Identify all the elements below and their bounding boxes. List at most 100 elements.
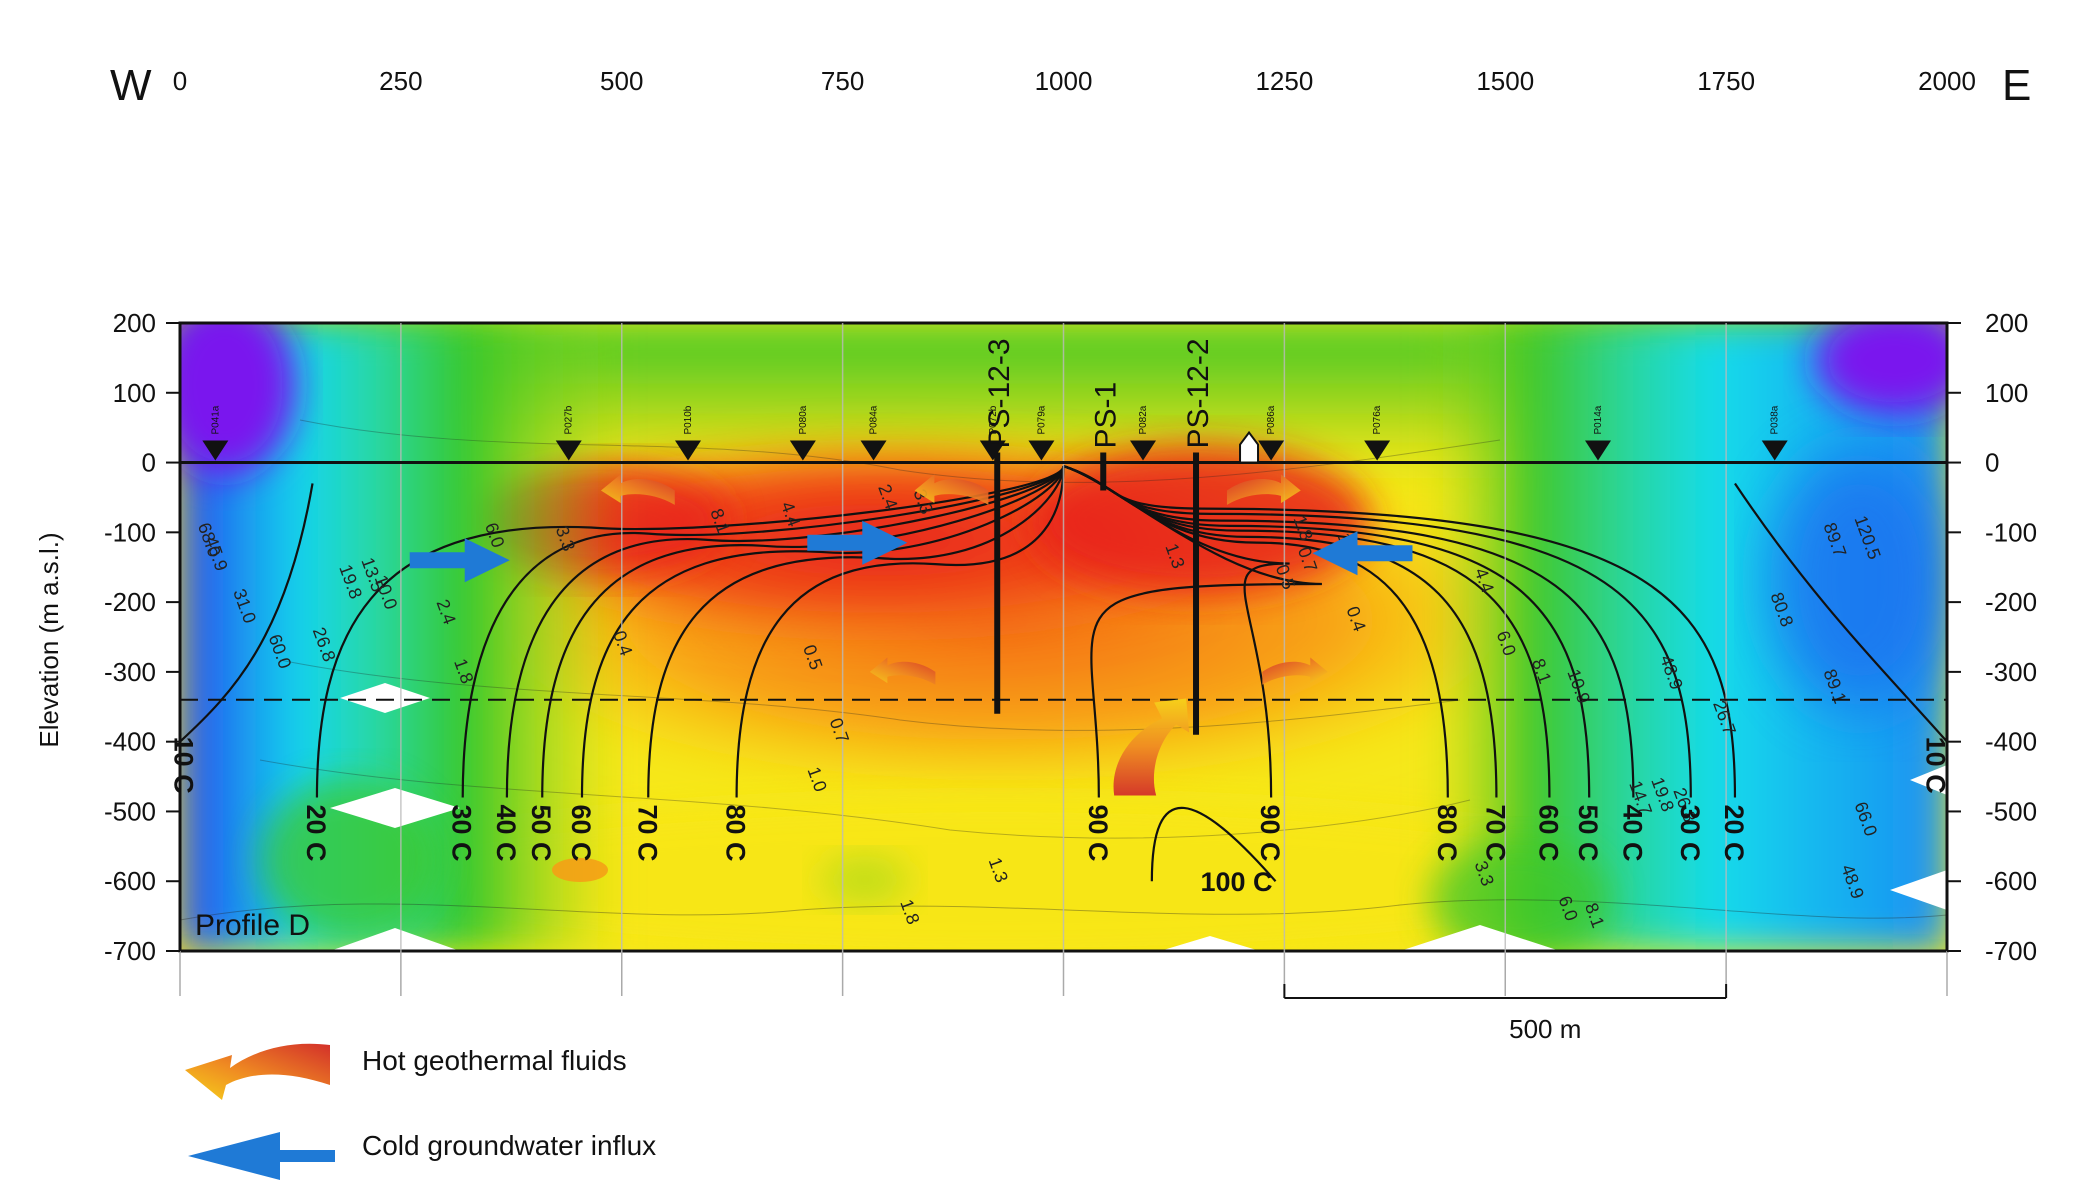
x-tick-label: 0: [173, 66, 187, 96]
station-label: P010b: [683, 405, 694, 434]
isotherm-label: 10 C: [1920, 737, 1950, 794]
station-label: P079a: [1036, 405, 1047, 434]
station-marker-icon: [1364, 440, 1391, 461]
x-tick-label: 1500: [1476, 66, 1534, 96]
isotherm-curve: [1063, 465, 1737, 798]
isotherm-label: 90 C: [1083, 804, 1113, 861]
isotherm-label: 30 C: [447, 804, 477, 861]
isotherm-lines: [180, 465, 1947, 882]
legend: Hot geothermal fluids Cold groundwater i…: [185, 1043, 656, 1180]
station-marker-icon: [555, 440, 582, 461]
x-tick-label: 2000: [1918, 66, 1976, 96]
y-tick-label-right: 0: [1985, 448, 1999, 478]
isotherm-label: 70 C: [1480, 804, 1510, 861]
y-tick-label-right: -200: [1985, 587, 2037, 617]
axes: 0 250 500 750 1000 1250 1500 1750 20002001000-10…: [104, 66, 2037, 996]
x-tick-label: 250: [379, 66, 422, 96]
hot-fluid-arrow-icon: [869, 657, 936, 685]
isotherm-curve: [647, 465, 1065, 798]
station-marker-icon: [202, 440, 229, 461]
y-tick-label-left: 100: [113, 378, 156, 408]
station-label: P038a: [1770, 405, 1781, 434]
isotherm-curve: [1150, 806, 1277, 882]
isotherm-curve: [735, 466, 1065, 798]
y-axis-title: Elevation (m a.s.l.): [34, 532, 64, 747]
isotherm-label: 70 C: [632, 804, 662, 861]
y-tick-label-left: -400: [104, 727, 156, 757]
scale-bar-label: 500 m: [1509, 1014, 1581, 1044]
borehole-label: PS-12-3: [983, 338, 1016, 448]
cold-water-arrow-icon: [807, 520, 908, 565]
station-marker-icon: [1258, 440, 1285, 461]
y-tick-label-left: -600: [104, 866, 156, 896]
hot-fluid-arrow-icon: [185, 1043, 330, 1100]
isotherm-label: 20 C: [1719, 804, 1749, 861]
isotherm-label: 100 C: [1200, 867, 1272, 897]
isotherm-label: 80 C: [1432, 804, 1462, 861]
station-label: P082a: [1138, 405, 1149, 434]
cold-water-arrow-icon: [188, 1132, 335, 1180]
station-marker-icon: [979, 440, 1006, 461]
survey-stations: P041a P027b P010b P080a P084a P072b P079a P082a…: [202, 405, 1788, 464]
station-label: P086a: [1266, 405, 1277, 434]
isotherm-curve: [1734, 482, 1947, 743]
hot-fluid-arrow-icon: [914, 474, 989, 505]
y-tick-label-right: -600: [1985, 866, 2037, 896]
y-tick-label-right: -500: [1985, 796, 2037, 826]
y-tick-label-right: -300: [1985, 657, 2037, 687]
y-tick-label-right: -100: [1985, 517, 2037, 547]
x-tick-label: 750: [821, 66, 864, 96]
cold-water-arrow-icon: [409, 538, 510, 583]
borehole-label: PS-12-2: [1182, 338, 1215, 448]
station-label: P014a: [1593, 405, 1604, 434]
station-label: P072b: [988, 405, 999, 434]
station-label: P080a: [798, 405, 809, 434]
borehole-label: PS-1: [1089, 382, 1122, 449]
hot-fluid-arrow-icon: [1113, 698, 1190, 796]
y-tick-label-left: -500: [104, 796, 156, 826]
x-tick-label: 1750: [1697, 66, 1755, 96]
isotherm-label: 40 C: [491, 804, 521, 861]
station-label: P084a: [869, 405, 880, 434]
x-tick-label: 1250: [1255, 66, 1313, 96]
hot-fluid-arrow-icon: [600, 474, 675, 505]
cold-water-arrow-icon: [1312, 531, 1413, 576]
house-icon: [1239, 430, 1260, 464]
isotherm-label: 60 C: [566, 804, 596, 861]
isotherm-label: 90 C: [1255, 804, 1285, 861]
station-marker-icon: [675, 440, 702, 461]
isotherm-label: 80 C: [721, 804, 751, 861]
y-tick-label-left: -200: [104, 587, 156, 617]
west-label: W: [110, 61, 152, 110]
isotherm-label: 30 C: [1675, 804, 1705, 861]
y-tick-label-right: -700: [1985, 936, 2037, 966]
legend-label-hot: Hot geothermal fluids: [362, 1045, 627, 1076]
isotherm-label: 40 C: [1617, 804, 1647, 861]
station-marker-icon: [1130, 440, 1157, 461]
legend-label-cold: Cold groundwater influx: [362, 1130, 656, 1161]
profile-label: Profile D: [195, 909, 310, 942]
isotherm-label: 50 C: [1573, 804, 1603, 861]
y-tick-label-right: 200: [1985, 308, 2028, 338]
station-label: P041a: [210, 405, 221, 434]
flow-arrows: [409, 474, 1413, 796]
y-tick-label-right: -400: [1985, 727, 2037, 757]
x-tick-label: 500: [600, 66, 643, 96]
x-tick-label: 1000: [1035, 66, 1093, 96]
isotherm-curve: [580, 465, 1065, 798]
station-marker-icon: [1761, 440, 1788, 461]
y-tick-label-left: 0: [142, 448, 156, 478]
east-label: E: [2002, 61, 2031, 110]
isotherm-curve: [461, 465, 1065, 798]
station-label: P076a: [1372, 405, 1383, 434]
isotherm-curve: [180, 483, 314, 743]
y-tick-label-left: -700: [104, 936, 156, 966]
isotherm-curve: [541, 465, 1065, 798]
isotherm-label: 50 C: [526, 804, 556, 861]
y-tick-label-right: 100: [1985, 378, 2028, 408]
station-marker-icon: [860, 440, 887, 461]
isotherm-labels: 10 C20 C 30 C 40 C 50 C 60 C 70 C 80 C 90 C100 …: [168, 737, 1950, 898]
y-tick-label-left: -100: [104, 517, 156, 547]
y-tick-label-left: 200: [113, 308, 156, 338]
